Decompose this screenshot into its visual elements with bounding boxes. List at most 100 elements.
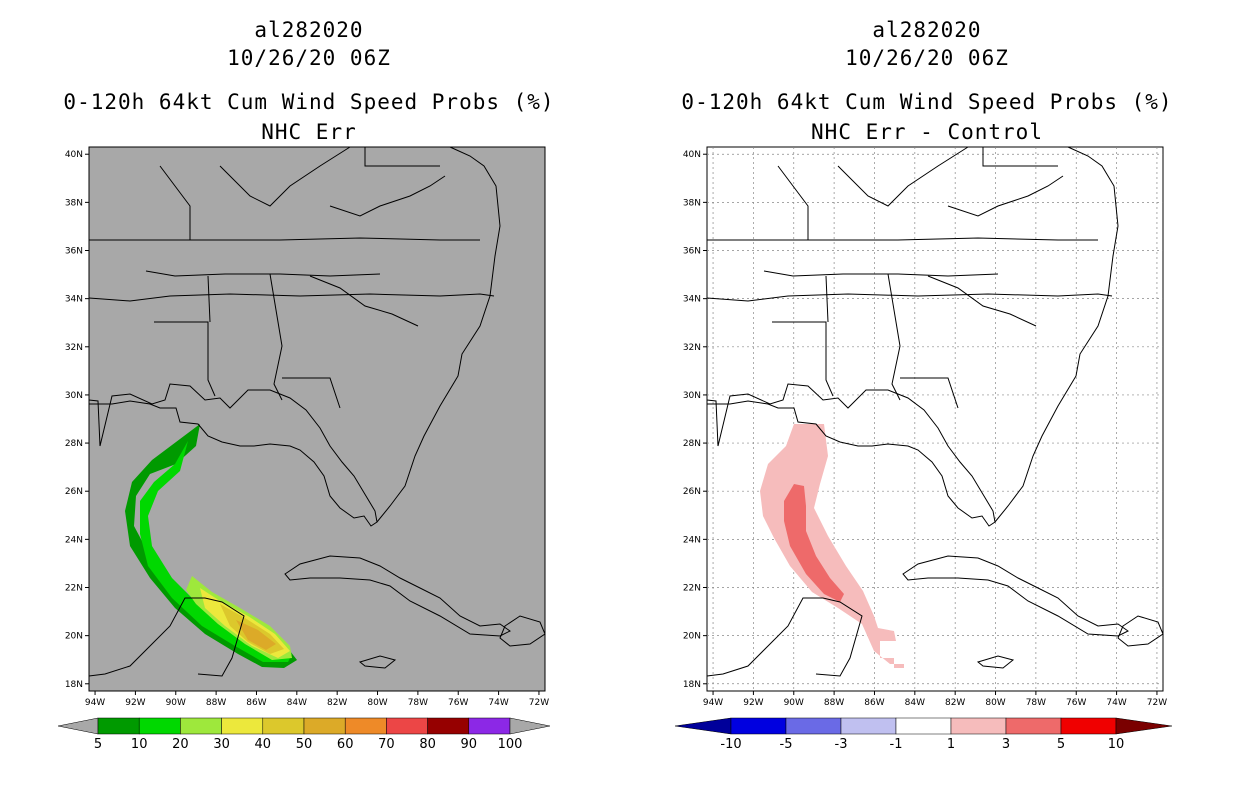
- right-panel: al282020 10/26/20 06Z 0-120h 64kt Cum Wi…: [618, 0, 1236, 800]
- legend-label: 50: [296, 737, 313, 752]
- coastline-segment: [358, 655, 397, 669]
- coastline-segment: [706, 293, 1113, 302]
- lat-label: 36N: [65, 247, 83, 257]
- coastline-segment: [982, 147, 1058, 167]
- legend-swatch: [138, 717, 181, 735]
- legend-label: 10: [131, 737, 148, 752]
- legend-label: 5: [1057, 737, 1065, 752]
- coastline-segment: [887, 273, 901, 401]
- legend-label: 40: [255, 737, 272, 752]
- legend-label: 90: [461, 737, 478, 752]
- coastline-segment: [207, 275, 211, 323]
- coastline-segment: [976, 655, 1015, 669]
- lat-label: 22N: [683, 583, 701, 593]
- coastline-segment: [145, 270, 381, 277]
- coastline-segment: [947, 175, 1064, 217]
- lat-label: 30N: [65, 391, 83, 401]
- legend-label: 3: [1002, 737, 1010, 752]
- coastline-segment: [282, 377, 341, 409]
- coastline-segment: [269, 273, 283, 401]
- lon-label: 94W: [703, 698, 723, 706]
- coastline-segment: [376, 146, 501, 523]
- legend-label: -3: [835, 737, 848, 752]
- lon-label: 82W: [945, 698, 965, 706]
- coastline-segment: [329, 175, 446, 217]
- swath-50pct: [236, 620, 276, 650]
- lat-label: 30N: [683, 391, 701, 401]
- lat-label: 20N: [65, 632, 83, 642]
- legend-swatch: [427, 717, 470, 735]
- legend-label: -5: [780, 737, 793, 752]
- lon-label: 78W: [408, 698, 428, 706]
- lon-label: 72W: [529, 698, 549, 706]
- legend-swatch: [221, 717, 264, 735]
- coastline-segment: [309, 275, 419, 327]
- lat-label: 32N: [65, 343, 83, 353]
- lon-label: 92W: [743, 698, 763, 706]
- panel-subtitle: NHC Err - Control: [811, 120, 1043, 144]
- legend-swatch: [785, 717, 842, 735]
- lat-label: 24N: [683, 535, 701, 545]
- left-panel: al282020 10/26/20 06Z 0-120h 64kt Cum Wi…: [57, 18, 554, 752]
- lat-label: 28N: [65, 439, 83, 449]
- coastline-segment: [825, 275, 829, 323]
- lat-label: 20N: [683, 632, 701, 642]
- coastline-segment: [706, 597, 863, 677]
- coastline-segment: [777, 165, 809, 240]
- legend-label: -10: [720, 737, 741, 752]
- legend-swatch: [1005, 717, 1062, 735]
- lon-label: 74W: [488, 698, 508, 706]
- coastline-segment: [88, 383, 378, 527]
- storm-id: al282020: [872, 18, 982, 42]
- map-background: [88, 146, 546, 692]
- legend-label: 10: [1108, 737, 1125, 752]
- coastlines: [706, 146, 1164, 677]
- lon-label: 76W: [1066, 698, 1086, 706]
- coastline-segment: [994, 146, 1119, 523]
- lat-label: 22N: [65, 583, 83, 593]
- lon-label: 86W: [864, 698, 884, 706]
- coastline-segment: [706, 383, 996, 527]
- probability-swath: [125, 424, 297, 668]
- lat-label: 38N: [683, 198, 701, 208]
- lon-label: 88W: [824, 698, 844, 706]
- lat-label: 38N: [65, 198, 83, 208]
- lon-label: 84W: [905, 698, 925, 706]
- lon-label: 74W: [1106, 698, 1126, 706]
- coastline-segment: [499, 615, 546, 647]
- legend-label: -1: [890, 737, 903, 752]
- coastline-segment: [364, 147, 440, 167]
- coastline-segment: [159, 165, 191, 240]
- legend-low-end: [57, 717, 99, 735]
- map-background: [706, 146, 1164, 692]
- coastline-segment: [284, 555, 511, 637]
- lon-label: 78W: [1026, 698, 1046, 706]
- legend-label: 100: [498, 737, 523, 752]
- legend-label: 30: [213, 737, 230, 752]
- coastline-segment: [88, 597, 245, 677]
- lon-label: 92W: [125, 698, 145, 706]
- lon-label: 90W: [784, 698, 804, 706]
- legend-swatch: [840, 717, 897, 735]
- difference-swath: [760, 424, 904, 668]
- lat-label: 34N: [65, 295, 83, 305]
- coastline-segment: [219, 146, 351, 207]
- lat-label: 18N: [683, 680, 701, 690]
- legend-swatch: [950, 717, 1007, 735]
- forecast-datetime: 10/26/20 06Z: [845, 46, 1009, 70]
- lat-label: 34N: [683, 295, 701, 305]
- legend-swatch: [895, 717, 952, 735]
- panel-subtitle: NHC Err: [261, 120, 357, 144]
- coastline-segment: [89, 237, 480, 241]
- lat-label: 24N: [65, 535, 83, 545]
- lon-label: 88W: [206, 698, 226, 706]
- legend-label: 5: [94, 737, 102, 752]
- legend-high-end: [1115, 717, 1173, 735]
- legend-high-end: [509, 717, 551, 735]
- lon-label: 94W: [85, 698, 105, 706]
- product-title: 0-120h 64kt Cum Wind Speed Probs (%): [681, 90, 1173, 114]
- legend-swatch: [262, 717, 305, 735]
